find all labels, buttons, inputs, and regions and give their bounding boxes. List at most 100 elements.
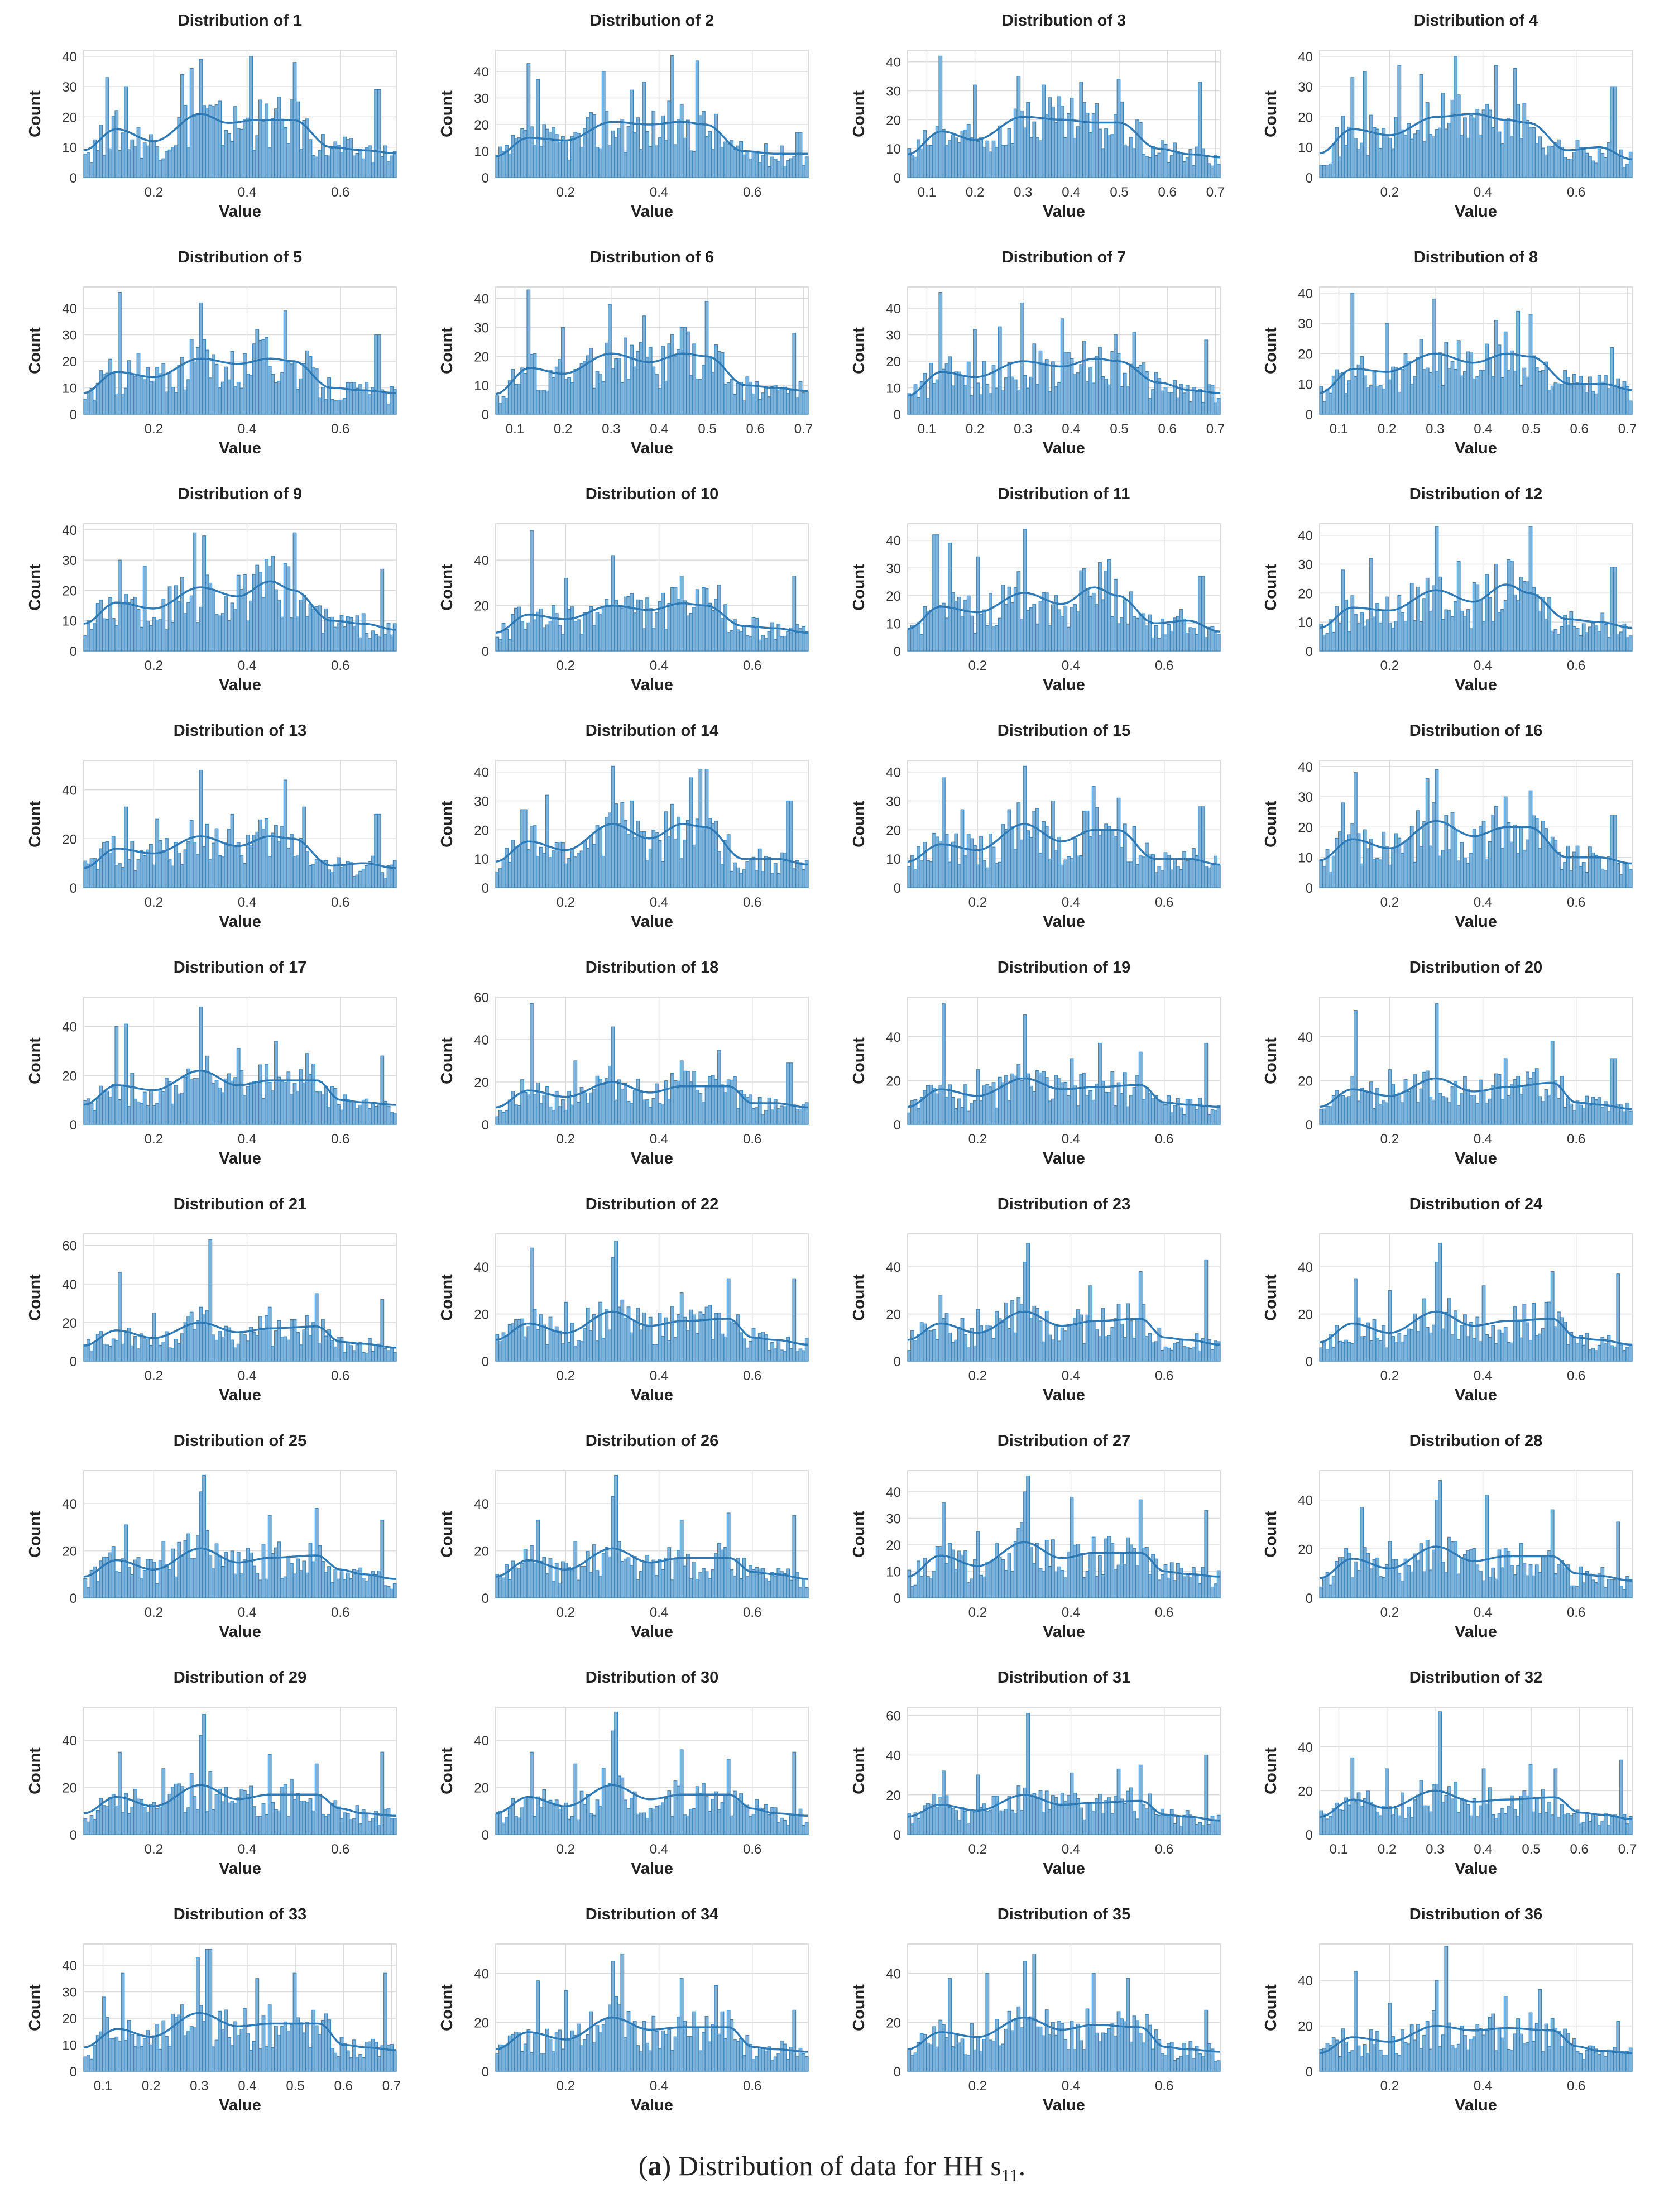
histogram-bar — [1060, 616, 1064, 652]
histogram-bar — [1169, 155, 1174, 178]
histogram-bar — [689, 1309, 693, 1362]
x-tick-label: 0.4 — [650, 658, 668, 673]
histogram-bar — [1004, 145, 1008, 178]
histogram-bar — [246, 620, 250, 652]
histogram-bar — [1129, 363, 1133, 415]
histogram-bar — [230, 602, 234, 652]
histogram-bar — [988, 593, 992, 652]
histogram-bar — [1107, 1092, 1111, 1125]
histogram-bar — [757, 399, 762, 415]
histogram-bar — [795, 624, 799, 652]
histogram-bar — [105, 2017, 109, 2072]
histogram-bar — [511, 135, 515, 178]
histogram-bar — [1350, 823, 1355, 888]
histogram-bar — [1422, 369, 1427, 415]
histogram-bar — [1188, 2041, 1193, 2072]
histogram-bar — [654, 1344, 659, 1362]
histogram-bar — [1163, 634, 1168, 652]
histogram-bar — [623, 337, 627, 415]
histogram-bar — [536, 1980, 540, 2072]
histogram-bar — [1526, 119, 1529, 178]
histogram-bar — [1432, 136, 1436, 178]
histogram-bar — [689, 2036, 693, 2072]
histogram-bar — [645, 597, 650, 652]
histogram-bar — [1438, 1093, 1442, 1125]
histogram-bar — [995, 1107, 999, 1125]
histogram-bar — [361, 389, 366, 415]
histogram-bar — [1435, 371, 1439, 415]
histogram-bar — [333, 400, 338, 415]
y-tick-label: 0 — [1306, 1591, 1313, 1606]
histogram-bar — [1438, 1480, 1442, 1598]
histogram-bar — [343, 398, 347, 415]
histogram-bar — [149, 844, 153, 888]
histogram-bar — [1023, 765, 1027, 888]
histogram-bar — [1016, 802, 1021, 888]
y-axis-label: Count — [438, 1984, 456, 2031]
histogram-bar — [358, 637, 362, 652]
x-tick-label: 0.2 — [145, 422, 163, 437]
histogram-bar — [1557, 1564, 1561, 1598]
histogram-bar — [118, 1751, 122, 1835]
histogram-bar — [1397, 65, 1402, 178]
histogram-bar — [1425, 2021, 1430, 2072]
histogram-bar — [789, 390, 793, 415]
histogram-bar — [349, 138, 353, 178]
histogram-bar — [1372, 1319, 1377, 1362]
histogram-bar — [274, 1041, 278, 1125]
histogram-bar — [1026, 2019, 1030, 2072]
histogram-bar — [907, 1112, 912, 1125]
histogram-bar — [365, 1353, 369, 1362]
histogram-bar — [636, 1579, 640, 1598]
histogram-bar — [246, 1794, 250, 1835]
histogram-bar — [542, 853, 546, 888]
histogram-bar — [136, 127, 141, 178]
histogram-bar — [1394, 1559, 1398, 1598]
histogram-bar — [789, 800, 793, 888]
histogram-bar — [711, 1339, 715, 1362]
histogram-bar — [601, 2024, 606, 2072]
histogram-bar — [1344, 1097, 1349, 1125]
histogram-bar — [102, 155, 106, 178]
histogram-bar — [1360, 1336, 1364, 1362]
histogram-bar — [327, 377, 331, 415]
histogram-bar — [108, 1552, 113, 1598]
histogram-bar — [377, 813, 381, 888]
histogram-bar — [258, 1816, 262, 1835]
histogram-bar — [114, 1805, 119, 1835]
histogram-bar — [1104, 379, 1109, 415]
histogram-bar — [539, 846, 543, 888]
histogram-bar — [539, 1807, 543, 1835]
histogram-bar — [1469, 853, 1474, 888]
histogram-bar — [146, 849, 150, 888]
histogram-bar — [1129, 591, 1133, 652]
histogram-bar — [970, 2023, 974, 2072]
histogram-bar — [1023, 127, 1027, 178]
histogram-bar — [726, 1759, 731, 1835]
y-tick-label: 40 — [1298, 1493, 1313, 1509]
histogram-bar — [280, 2026, 284, 2072]
histogram-bar — [1541, 597, 1545, 652]
histogram-bar — [371, 2038, 375, 2072]
histogram-bar — [224, 2009, 228, 2072]
histogram-bar — [205, 823, 209, 888]
histogram-bar — [1082, 568, 1086, 652]
histogram-bar — [1454, 601, 1458, 652]
histogram-bar — [792, 1104, 797, 1125]
histogram-bar — [966, 124, 971, 178]
histogram-bar — [1120, 617, 1124, 652]
histogram-bar — [711, 1075, 715, 1125]
histogram-bar — [365, 381, 369, 415]
histogram-bar — [1388, 1290, 1392, 1362]
histogram-bar — [1519, 577, 1523, 652]
histogram-bar — [1167, 1577, 1171, 1598]
histogram-bar — [648, 1808, 653, 1835]
histogram-bar — [386, 404, 391, 415]
histogram-bar — [227, 1327, 231, 1362]
histogram-bar — [520, 1079, 524, 1125]
subplot-title: Distribution of 33 — [174, 1905, 306, 1923]
y-axis-label: Count — [1262, 90, 1280, 137]
histogram-bar — [392, 1352, 397, 1362]
histogram-bar — [1597, 631, 1601, 652]
